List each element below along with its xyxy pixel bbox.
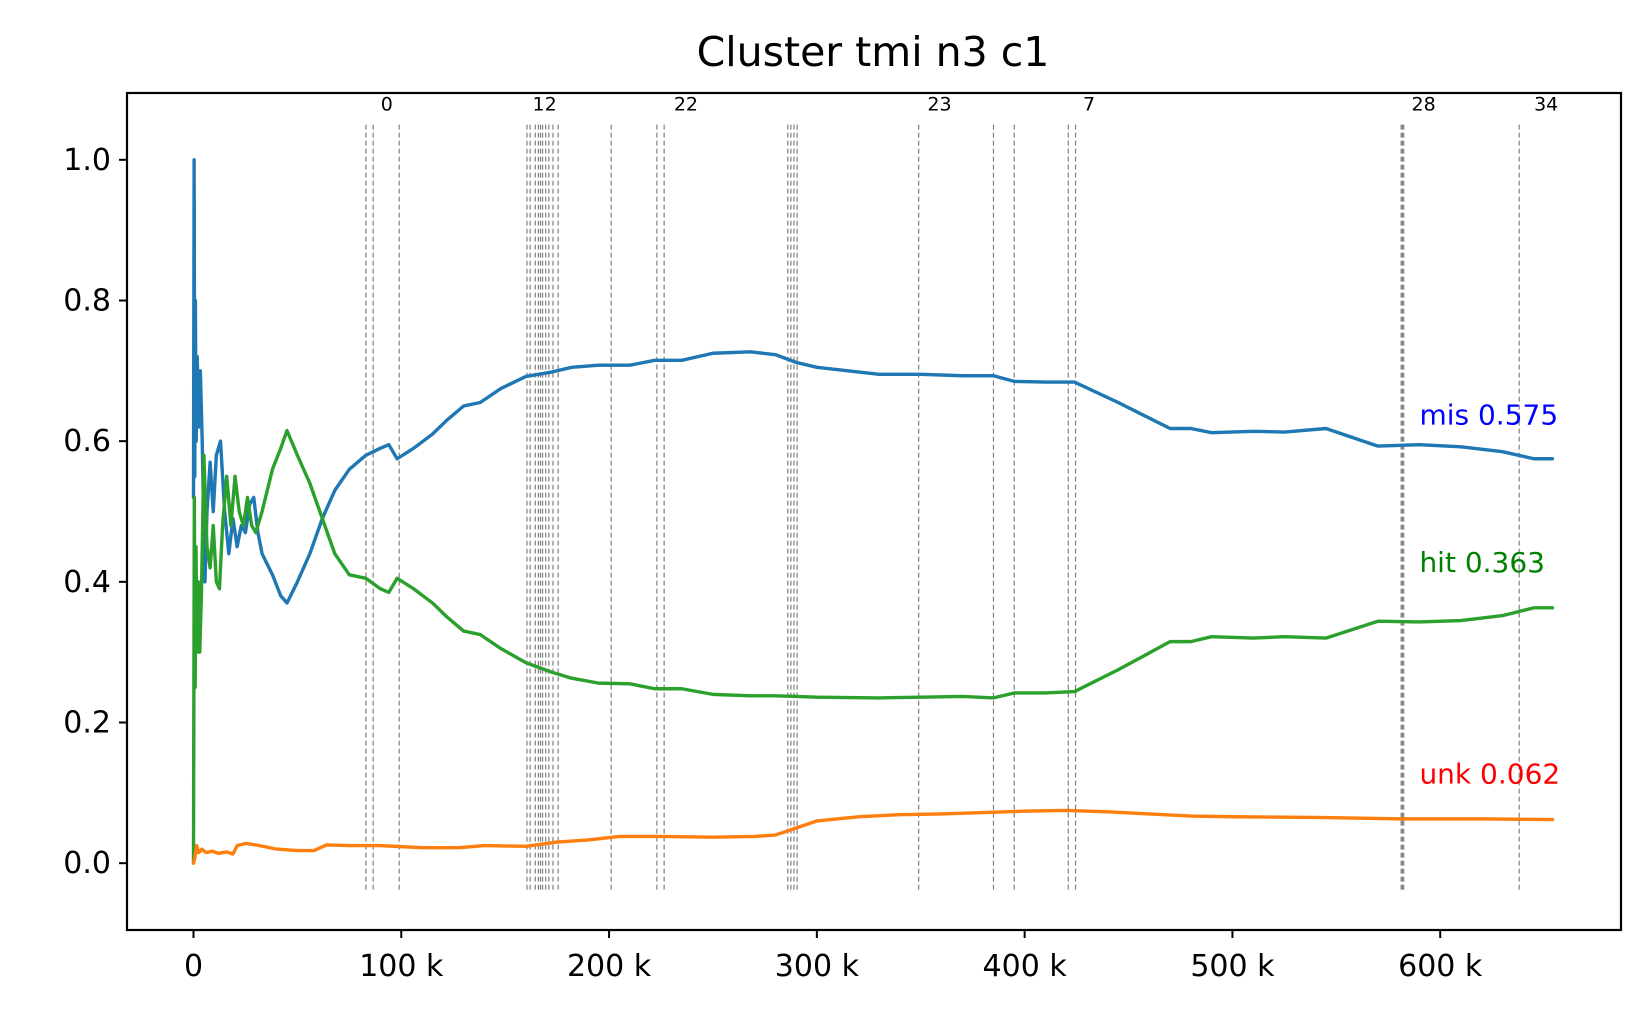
end-labels: mis 0.575 hit 0.363 unk 0.062 [1419,398,1560,790]
vertical-marker-label: 7 [1083,94,1095,116]
series-line-mis [191,158,1555,605]
y-tick-label: 0.8 [63,283,111,318]
series-line-unk [191,808,1555,865]
end-label-unk: unk 0.062 [1419,758,1560,791]
vertical-marker-label: 34 [1534,94,1558,116]
x-tick-label: 300 k [775,949,860,984]
series-layer [191,158,1555,865]
x-tick-label: 200 k [567,949,652,984]
vertical-marker-label: 28 [1412,94,1436,116]
y-tick-label: 0.0 [63,846,111,881]
chart-title: Cluster tmi n3 c1 [697,28,1050,76]
plot-frame [125,91,1623,932]
vertical-marker-label: 0 [381,94,393,116]
x-tick-label: 500 k [1190,949,1275,984]
y-tick-label: 0.6 [63,424,111,459]
end-label-mis: mis 0.575 [1419,398,1558,431]
y-axis: 0.0 0.2 0.4 0.6 0.8 1.0 [63,143,127,881]
series-line-hit [191,428,1555,865]
vertical-marker-label: 23 [927,94,951,116]
x-tick-label: 100 k [359,949,444,984]
y-tick-label: 1.0 [63,143,111,178]
y-tick-label: 0.2 [63,706,111,741]
x-tick-label: 400 k [983,949,1068,984]
end-label-hit: hit 0.363 [1419,546,1545,579]
y-tick-label: 0.4 [63,565,111,600]
x-tick-label: 600 k [1398,949,1483,984]
x-axis: 0 100 k 200 k 300 k 400 k 500 k 600 k [184,930,1483,984]
vertical-marker-label: 22 [674,94,698,116]
vertical-marker-labels: 0 12 22 23 7 28 34 [381,94,1559,116]
vertical-marker-label: 12 [533,94,557,116]
x-tick-label: 0 [184,949,203,984]
